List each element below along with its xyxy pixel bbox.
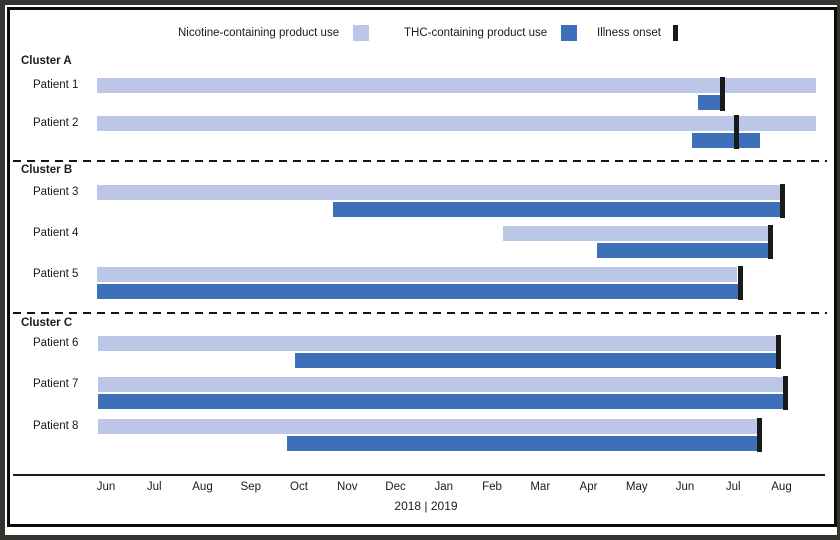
legend-label-thc: THC-containing product use: [404, 26, 548, 39]
month-tick-label: Mar: [530, 481, 551, 493]
month-tick-label: Aug: [771, 481, 792, 493]
illness-onset-tick: [780, 184, 785, 218]
thc-bar: [692, 133, 760, 148]
patient-label: Patient 6: [33, 337, 79, 349]
month-tick-label: Jul: [146, 481, 162, 493]
illness-onset-tick: [720, 77, 725, 111]
nicotine-swatch: [353, 24, 370, 41]
cluster-label: Cluster C: [21, 317, 73, 329]
cluster-separator: [13, 312, 827, 314]
patient-label: Patient 8: [33, 420, 79, 432]
patient-label: Patient 4: [33, 227, 79, 239]
illness-onset-tick: [783, 376, 788, 410]
x-axis-line: [13, 474, 825, 476]
month-tick-label: Aug: [192, 481, 213, 493]
month-tick-label: Jun: [675, 481, 695, 493]
thc-bar: [96, 284, 741, 299]
thc-bar: [286, 436, 760, 451]
nicotine-bar: [97, 377, 785, 392]
thc-bar: [698, 95, 724, 110]
thc-bar: [295, 353, 779, 368]
legend-item-illness-onset: Illness onset: [597, 24, 678, 41]
nicotine-bar: [96, 116, 816, 131]
month-tick-label: Jul: [725, 481, 741, 493]
month-tick-label: Nov: [337, 481, 358, 493]
cluster-label: Cluster B: [21, 164, 73, 176]
legend-label-illness-onset: Illness onset: [597, 26, 661, 39]
month-tick-label: Jan: [434, 481, 454, 493]
month-tick-label: Sep: [240, 481, 261, 493]
patient-label: Patient 1: [33, 79, 79, 91]
month-tick-label: Jun: [96, 481, 116, 493]
thc-bar: [597, 243, 770, 258]
nicotine-bar: [503, 226, 770, 241]
illness-onset-tick: [768, 225, 773, 259]
illness-onset-tick: [776, 335, 781, 369]
cluster-label: Cluster A: [21, 55, 72, 67]
illness-onset-tick: [738, 266, 743, 300]
illness-onset-tick-swatch: [672, 24, 678, 41]
legend-label-nicotine: Nicotine-containing product use: [178, 26, 340, 39]
cluster-separator: [13, 160, 827, 162]
month-tick-label: May: [625, 481, 648, 493]
patient-label: Patient 3: [33, 186, 79, 198]
nicotine-bar: [96, 78, 816, 93]
nicotine-bar: [97, 419, 758, 434]
month-tick-label: Dec: [385, 481, 406, 493]
legend-item-thc: THC-containing product use: [404, 24, 578, 41]
month-tick-label: Feb: [482, 481, 502, 493]
thc-bar: [97, 394, 787, 409]
patient-label: Patient 2: [33, 117, 79, 129]
patient-label: Patient 5: [33, 268, 79, 280]
illness-onset-tick: [734, 115, 739, 149]
nicotine-bar: [96, 267, 738, 282]
nicotine-bar: [97, 336, 778, 351]
year-label: 2018 | 2019: [394, 499, 458, 513]
patient-label: Patient 7: [33, 378, 79, 390]
thc-bar: [332, 202, 783, 217]
nicotine-bar: [96, 185, 783, 200]
illness-onset-tick: [757, 418, 762, 452]
thc-swatch: [561, 24, 578, 41]
month-tick-label: Apr: [579, 481, 598, 493]
legend: Nicotine-containing product use THC-cont…: [0, 24, 840, 42]
legend-item-nicotine: Nicotine-containing product use: [178, 24, 370, 41]
month-tick-label: Oct: [290, 481, 308, 493]
